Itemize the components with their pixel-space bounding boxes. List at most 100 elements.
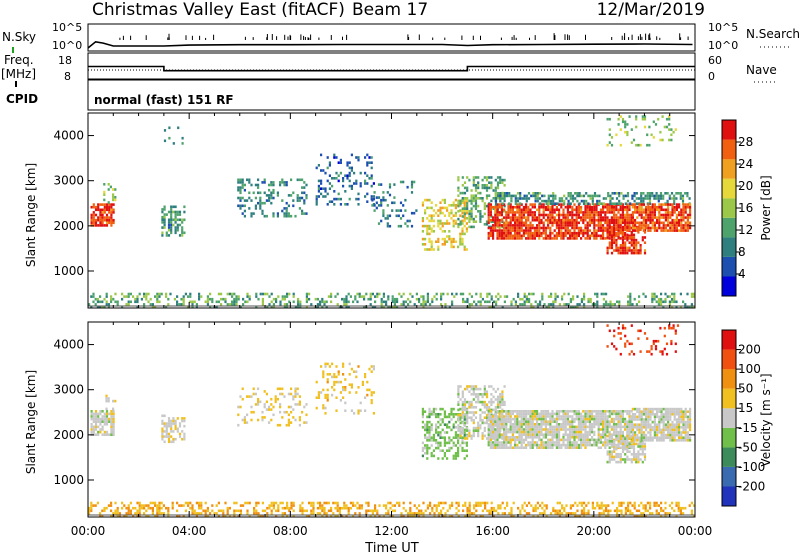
heatmap-cell — [457, 429, 460, 432]
heatmap-cell — [529, 425, 532, 429]
heatmap-cell — [569, 224, 572, 227]
heatmap-cell — [613, 430, 616, 434]
heatmap-cell — [638, 224, 641, 227]
heatmap-cell — [457, 176, 460, 179]
heatmap-cell — [257, 387, 260, 391]
heatmap-cell — [589, 194, 592, 198]
heatmap-cell — [301, 212, 304, 215]
heatmap-cell — [673, 300, 676, 304]
heatmap-cell — [580, 199, 583, 203]
heatmap-cell — [630, 251, 633, 255]
heatmap-cell — [326, 399, 329, 402]
heatmap-cell — [608, 415, 611, 418]
heatmap-cell — [642, 229, 645, 232]
heatmap-cell — [509, 231, 512, 235]
heatmap-cell — [463, 424, 467, 427]
heatmap-cell — [134, 300, 137, 304]
heatmap-cell — [170, 424, 173, 428]
heatmap-cell — [651, 295, 654, 298]
heatmap-cell — [488, 385, 491, 388]
heatmap-cell — [589, 197, 592, 200]
heatmap-cell — [664, 216, 667, 219]
heatmap-cell — [489, 436, 492, 439]
heatmap-cell — [527, 436, 530, 439]
heatmap-cell — [432, 224, 435, 228]
heatmap-cell — [413, 211, 416, 215]
heatmap-cell — [90, 417, 93, 421]
heatmap-cell — [281, 416, 284, 419]
heatmap-cell — [653, 226, 656, 230]
heatmap-cell — [629, 292, 632, 296]
heatmap-cell — [549, 213, 552, 217]
heatmap-cell — [558, 430, 561, 434]
heatmap-cell — [540, 205, 543, 209]
heatmap-cell — [615, 433, 618, 436]
heatmap-cell — [305, 194, 308, 197]
heatmap-cell — [268, 199, 271, 202]
heatmap-cell — [510, 194, 513, 198]
heatmap-cell — [518, 433, 521, 436]
heatmap-cell — [527, 412, 530, 416]
heatmap-cell — [428, 415, 431, 419]
heatmap-cell — [505, 423, 508, 426]
heatmap-cell — [426, 420, 429, 424]
heatmap-cell — [472, 413, 475, 417]
heatmap-cell — [123, 295, 126, 298]
heatmap-cell — [437, 219, 440, 223]
heatmap-cell — [558, 221, 561, 225]
heatmap-cell — [105, 417, 109, 421]
heatmap-cell — [486, 295, 489, 298]
heatmap-cell — [363, 305, 366, 309]
heatmap-cell — [562, 423, 565, 426]
heatmap-cell — [428, 214, 431, 217]
heatmap-cell — [463, 224, 466, 228]
heatmap-cell — [596, 295, 599, 298]
heatmap-cell — [642, 218, 645, 222]
heatmap-cell — [566, 213, 569, 217]
heatmap-cell — [552, 305, 555, 309]
heatmap-cell — [494, 433, 497, 436]
heatmap-cell — [580, 443, 583, 447]
heatmap-cell — [366, 388, 369, 392]
heatmap-cell — [426, 232, 429, 236]
heatmap-cell — [630, 415, 633, 418]
heatmap-cell — [667, 224, 670, 227]
heatmap-cell — [656, 433, 659, 437]
heatmap-cell — [516, 229, 519, 232]
heatmap-cell — [292, 395, 295, 398]
heatmap-cell — [92, 425, 95, 429]
colorbar-swatch — [722, 198, 736, 218]
heatmap-cell — [430, 240, 433, 243]
heatmap-cell — [494, 408, 497, 412]
heatmap-cell — [667, 410, 670, 413]
heatmap-cell — [651, 192, 654, 195]
heatmap-cell — [531, 226, 534, 230]
heatmap-cell — [494, 438, 497, 442]
heatmap-cell — [656, 229, 659, 232]
heatmap-cell — [404, 222, 407, 225]
heatmap-cell — [443, 444, 446, 447]
heatmap-cell — [615, 443, 618, 447]
heatmap-cell — [90, 430, 93, 434]
heatmap-cell — [617, 420, 620, 423]
heatmap-cell — [540, 213, 543, 217]
heatmap-cell — [566, 438, 569, 442]
heatmap-cell — [628, 445, 631, 448]
heatmap-cell — [588, 443, 591, 447]
heatmap-cell — [531, 410, 534, 413]
heatmap-cell — [522, 433, 525, 436]
heatmap-cell — [181, 226, 184, 229]
heatmap-cell — [602, 441, 605, 444]
heatmap-cell — [657, 297, 660, 301]
heatmap-cell — [571, 423, 574, 426]
heatmap-cell — [520, 441, 523, 444]
heatmap-cell — [333, 380, 336, 384]
heatmap-cell — [167, 221, 171, 224]
heatmap-cell — [538, 423, 541, 426]
heatmap-cell — [342, 388, 345, 392]
heatmap-cell — [569, 221, 572, 225]
heatmap-cell — [345, 295, 348, 298]
heatmap-cell — [613, 249, 616, 252]
heatmap-cell — [661, 115, 664, 118]
heatmap-cell — [129, 300, 132, 304]
